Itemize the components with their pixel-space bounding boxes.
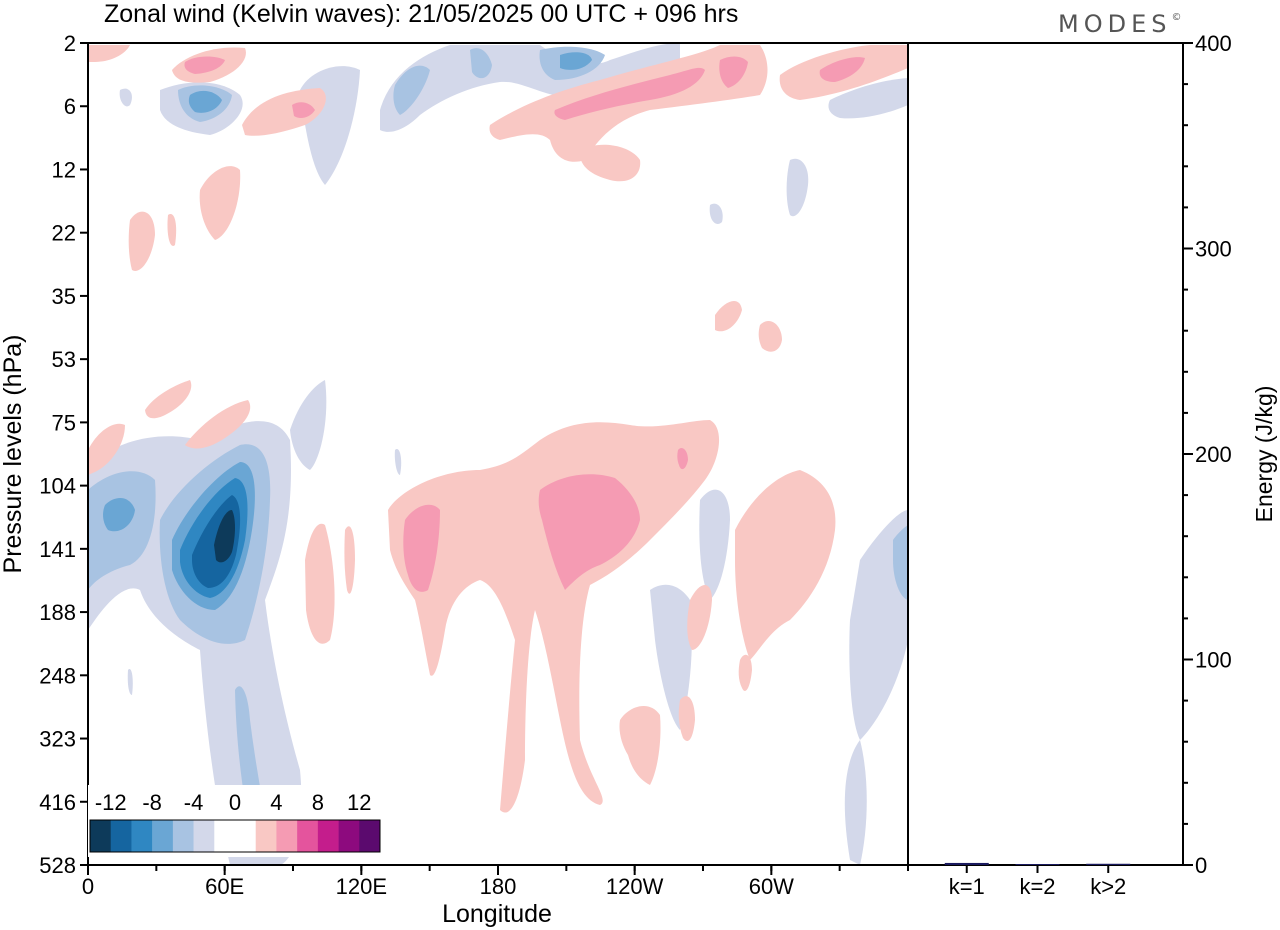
energy-x-axis: k=1 k=2 k>2 xyxy=(949,865,1126,899)
energy-x-tick-label: k=1 xyxy=(949,874,985,899)
energy-x-tick-label: k>2 xyxy=(1090,874,1126,899)
energy-bars xyxy=(944,862,1131,865)
x-tick-label: 180 xyxy=(480,874,517,899)
colorbar-cell xyxy=(152,820,174,852)
y-tick-label: 12 xyxy=(52,157,76,182)
energy-y-axis: 0 100 200 300 400 xyxy=(1183,31,1232,878)
colorbar-cell xyxy=(110,820,132,852)
y-tick-label: 528 xyxy=(39,853,76,878)
x-tick-label: 0 xyxy=(82,874,94,899)
energy-axis-label: Energy (J/kg) xyxy=(1251,386,1277,523)
colorbar-frame xyxy=(89,819,381,853)
y-axis: 2 6 12 22 35 53 75 104 141 188 248 323 416 528 xyxy=(39,31,88,878)
colorbar-cell xyxy=(297,820,319,852)
energy-bar xyxy=(944,862,989,865)
colorbar-label: 4 xyxy=(270,790,282,815)
x-axis-label: Longitude xyxy=(442,900,552,928)
y-axis-label: Pressure levels (hPa) xyxy=(0,335,27,574)
x-tick-label: 60W xyxy=(749,874,794,899)
chart-title: Zonal wind (Kelvin waves): 21/05/2025 00… xyxy=(104,0,738,28)
colorbar-cell xyxy=(276,820,298,852)
colorbar-label: 8 xyxy=(312,790,324,815)
y-tick-label: 188 xyxy=(39,600,76,625)
x-tick-label: 60E xyxy=(205,874,244,899)
colorbar-cell xyxy=(193,820,215,852)
colorbar-cell xyxy=(214,820,236,852)
colorbar-cell xyxy=(338,820,360,852)
colorbar-cell xyxy=(235,820,257,852)
y-tick-label: 141 xyxy=(39,537,76,562)
colorbar-cell xyxy=(255,820,277,852)
brand-mark: © xyxy=(1171,12,1186,23)
colorbar-label: -4 xyxy=(184,790,204,815)
energy-y-tick-label: 400 xyxy=(1195,31,1232,56)
contour-field xyxy=(88,43,908,865)
y-tick-label: 75 xyxy=(52,410,76,435)
y-tick-label: 323 xyxy=(39,727,76,752)
energy-bar xyxy=(1086,863,1131,865)
x-axis: 0 60E 120E 180 120W 60W xyxy=(82,865,909,899)
colorbar-label: 0 xyxy=(229,790,241,815)
y-tick-label: 248 xyxy=(39,663,76,688)
colorbar-label: 12 xyxy=(347,790,371,815)
colorbar-cell xyxy=(317,820,339,852)
y-tick-label: 53 xyxy=(52,347,76,372)
y-tick-label: 22 xyxy=(52,221,76,246)
brand-logo: MODES© xyxy=(1058,10,1186,38)
x-tick-label: 120W xyxy=(606,874,664,899)
energy-y-tick-label: 200 xyxy=(1195,442,1232,467)
y-tick-label: 35 xyxy=(52,284,76,309)
y-tick-label: 6 xyxy=(64,94,76,119)
colorbar: -12 -8 -4 0 4 8 12 xyxy=(88,785,388,857)
energy-y-tick-label: 100 xyxy=(1195,648,1232,673)
y-tick-label: 416 xyxy=(39,790,76,815)
y-tick-label: 104 xyxy=(39,474,76,499)
energy-y-tick-label: 0 xyxy=(1195,853,1207,878)
energy-bar xyxy=(1015,864,1060,865)
colorbar-cell xyxy=(359,820,381,852)
energy-y-tick-label: 300 xyxy=(1195,237,1232,262)
colorbar-cell xyxy=(172,820,194,852)
x-tick-label: 120E xyxy=(336,874,387,899)
colorbar-label: -8 xyxy=(142,790,162,815)
colorbar-cell xyxy=(90,820,112,852)
colorbar-label: -12 xyxy=(95,790,127,815)
colorbar-cell xyxy=(131,820,153,852)
energy-x-tick-label: k=2 xyxy=(1019,874,1055,899)
energy-panel-frame xyxy=(907,42,1184,866)
y-tick-label: 2 xyxy=(64,31,76,56)
